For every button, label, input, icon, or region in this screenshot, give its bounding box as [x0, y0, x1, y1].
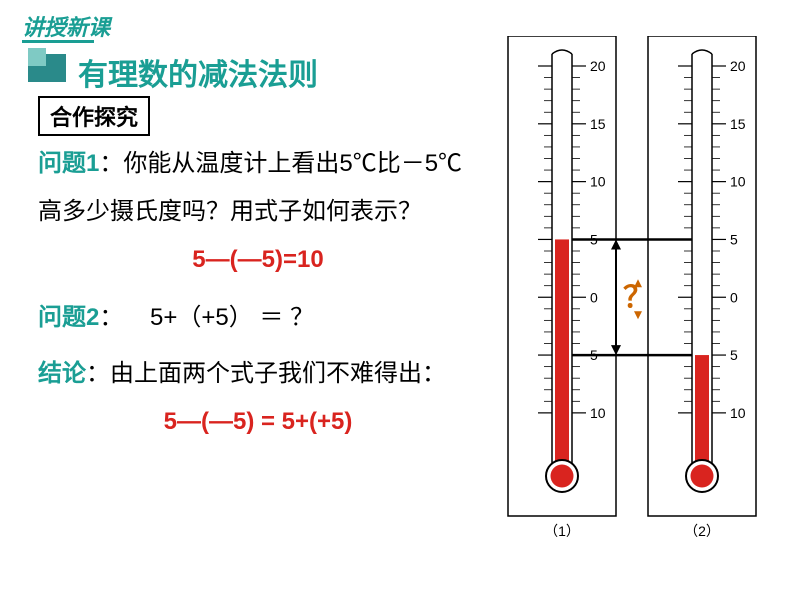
- eq1-text: 5―(―5)=10: [192, 246, 323, 273]
- svg-text:10: 10: [590, 405, 606, 421]
- concl-label: 结论: [38, 360, 86, 387]
- q2-label: 问题2: [38, 304, 99, 331]
- concl-text: ：由上面两个式子我们不难得出：: [86, 360, 446, 387]
- coop-box: 合作探究: [38, 96, 150, 136]
- svg-text:20: 20: [590, 58, 606, 74]
- lesson-tag: 讲授新课: [22, 10, 110, 42]
- thermometer-area: 20151050510（1）20151050510（2）？: [492, 36, 772, 576]
- lesson-tag-underline: [22, 40, 94, 43]
- thermometer-svg: 20151050510（1）20151050510（2）？: [492, 36, 772, 576]
- coop-box-text: 合作探究: [50, 105, 138, 130]
- equation-2: 5―(―5) = 5+(+5): [38, 398, 478, 446]
- svg-text:（2）: （2）: [684, 523, 720, 539]
- eq2-text: 5―(―5) = 5+(+5): [164, 408, 353, 435]
- section-title-text: 有理数的减法法则: [78, 59, 318, 92]
- question-2: 问题2： 5+（+5） ＝ ？: [38, 294, 478, 342]
- svg-text:0: 0: [730, 289, 738, 305]
- svg-text:20: 20: [730, 58, 746, 74]
- svg-text:15: 15: [730, 116, 746, 132]
- section-icon: [28, 48, 66, 86]
- q2-sep: ：: [99, 304, 123, 331]
- svg-text:（1）: （1）: [544, 523, 580, 539]
- q2-expr: 5+（+5） ＝ ？: [150, 304, 314, 331]
- section-title: 有理数的减法法则: [78, 50, 318, 94]
- svg-text:10: 10: [590, 174, 606, 190]
- section-icon-inner: [28, 48, 46, 66]
- svg-text:5: 5: [730, 231, 738, 247]
- conclusion: 结论：由上面两个式子我们不难得出：: [38, 350, 478, 398]
- q1-text: ：你能从温度计上看出5℃比－5℃高多少摄氏度吗？用式子如何表示？: [38, 150, 462, 225]
- content-area: 问题1：你能从温度计上看出5℃比－5℃高多少摄氏度吗？用式子如何表示？ 5―(―…: [38, 140, 478, 446]
- lesson-tag-text: 讲授新课: [22, 15, 110, 40]
- svg-text:10: 10: [730, 405, 746, 421]
- svg-text:0: 0: [590, 289, 598, 305]
- svg-text:15: 15: [590, 116, 606, 132]
- q1-label: 问题1: [38, 150, 99, 177]
- svg-text:5: 5: [730, 347, 738, 363]
- svg-text:10: 10: [730, 174, 746, 190]
- question-1: 问题1：你能从温度计上看出5℃比－5℃高多少摄氏度吗？用式子如何表示？: [38, 140, 478, 236]
- equation-1: 5―(―5)=10: [38, 236, 478, 284]
